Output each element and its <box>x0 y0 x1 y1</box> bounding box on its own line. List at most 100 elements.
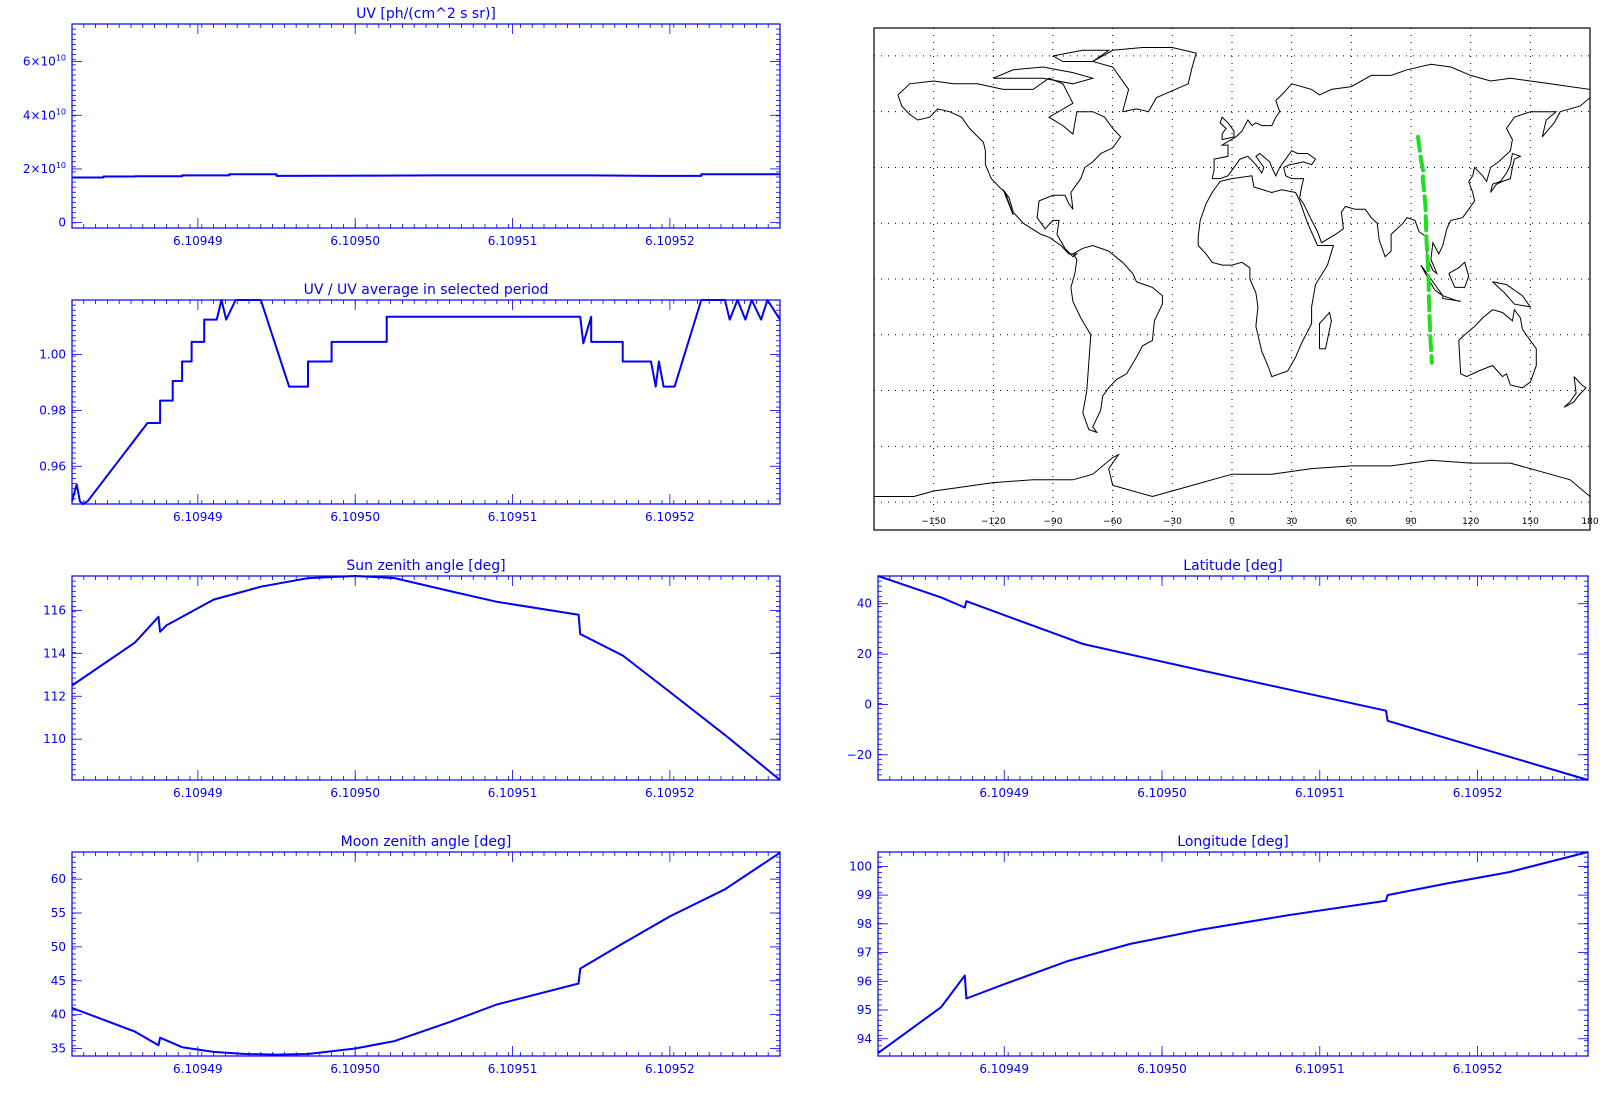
lat-xtick-label: 6.10951 <box>1295 786 1345 800</box>
map-lon-label: 60 <box>1346 517 1358 527</box>
uv_ratio-panel: UV / UV average in selected period 6.1094… <box>39 282 781 524</box>
lon-xtick-label: 6.10949 <box>979 1062 1029 1076</box>
map-lon-label: −90 <box>1044 517 1063 527</box>
map-coastline <box>1492 281 1532 308</box>
lon-frame <box>877 851 1589 1057</box>
mza-xtick-label: 6.10952 <box>645 1062 695 1076</box>
uv_ratio-xtick-label: 6.10949 <box>173 510 223 524</box>
sza-xtick-label: 6.10949 <box>173 786 223 800</box>
uv-frame <box>71 23 781 229</box>
lat-ytick-label: −20 <box>847 748 872 762</box>
lon-ytick-label: 94 <box>857 1032 872 1046</box>
sza-series-line <box>71 575 781 781</box>
mza-ytick-label: 40 <box>51 1008 66 1022</box>
uv_ratio-xtick-label: 6.10950 <box>330 510 380 524</box>
map-coastline <box>1490 152 1522 193</box>
uv-xtick-label: 6.10950 <box>330 234 380 248</box>
mza-series-line <box>71 851 781 1056</box>
map-lon-label: −60 <box>1103 517 1122 527</box>
map-coastline <box>1458 308 1537 389</box>
map-lon-label: 0 <box>1229 517 1235 527</box>
mza-xtick-label: 6.10949 <box>173 1062 223 1076</box>
map-coastline <box>897 77 1122 258</box>
map-coastline <box>1442 295 1461 302</box>
mza-panel: Moon zenith angle [deg] 6.10949 6.10950 6.1… <box>51 834 781 1076</box>
sza-xtick-label: 6.10951 <box>488 786 538 800</box>
lat-title: Latitude [deg] <box>1183 558 1282 574</box>
sza-ytick-label: 112 <box>43 689 66 703</box>
lon-xtick-label: 6.10951 <box>1295 1062 1345 1076</box>
map-coastline <box>1052 49 1111 62</box>
lat-panel: Latitude [deg] 6.10949 6.10950 6.10951 6.109… <box>847 558 1589 800</box>
uv_ratio-series-line <box>71 299 781 505</box>
uv-ytick-label: 0 <box>58 216 66 230</box>
sza-xtick-label: 6.10952 <box>645 786 695 800</box>
lon-xtick-label: 6.10950 <box>1137 1062 1187 1076</box>
map-coastline <box>1211 63 1591 275</box>
map-lon-label: 150 <box>1522 517 1539 527</box>
lat-ytick-label: 40 <box>857 597 872 611</box>
mza-ytick-label: 60 <box>51 872 66 886</box>
lon-xtick-label: 6.10952 <box>1453 1062 1503 1076</box>
map-lon-label: −150 <box>921 517 946 527</box>
uv_ratio-title: UV / UV average in selected period <box>304 282 549 298</box>
map-coastline <box>1197 175 1335 378</box>
map-ground-track <box>1416 134 1434 365</box>
uv-ytick-label: 4×1010 <box>23 107 66 122</box>
lon-ytick-label: 98 <box>857 917 872 931</box>
uv_ratio-ytick-label: 1.00 <box>39 347 66 361</box>
map-lon-label: 90 <box>1405 517 1417 527</box>
map-coastline <box>1091 47 1197 113</box>
uv_ratio-xtick-label: 6.10951 <box>488 510 538 524</box>
map-coastline <box>1219 116 1235 141</box>
uv-title: UV [ph/(cm^2 s sr)] <box>356 6 496 22</box>
sza-ytick-label: 116 <box>43 603 66 617</box>
uv_ratio-frame <box>71 299 781 505</box>
uv_ratio-ytick-label: 0.98 <box>39 403 66 417</box>
lat-xtick-label: 6.10950 <box>1137 786 1187 800</box>
mza-xtick-label: 6.10951 <box>488 1062 538 1076</box>
sza-frame <box>71 575 781 781</box>
map-lon-label: −30 <box>1163 517 1182 527</box>
map-coastline <box>1070 244 1163 434</box>
lat-ytick-label: 20 <box>857 647 872 661</box>
sza-panel: Sun zenith angle [deg] 6.10949 6.10950 6.10… <box>43 558 781 800</box>
mza-title: Moon zenith angle [deg] <box>341 834 512 850</box>
lon-panel: Longitude [deg] 6.10949 6.10950 6.10951 6.10… <box>849 834 1589 1076</box>
uv_ratio-xtick-label: 6.10952 <box>645 510 695 524</box>
map-coastline <box>1319 311 1332 350</box>
uv-ytick-label: 6×1010 <box>23 54 66 69</box>
lon-ytick-label: 97 <box>857 946 872 960</box>
lat-series-line <box>877 575 1589 781</box>
mza-ytick-label: 35 <box>51 1042 66 1056</box>
map-coastline <box>1563 376 1587 408</box>
uv-xtick-label: 6.10952 <box>645 234 695 248</box>
map-lon-label: 120 <box>1462 517 1479 527</box>
map-lon-label: 180 <box>1581 517 1598 527</box>
lat-xtick-label: 6.10952 <box>1453 786 1503 800</box>
map-coastline <box>874 453 1591 498</box>
uv-xtick-label: 6.10951 <box>488 234 538 248</box>
lon-title: Longitude [deg] <box>1177 834 1288 850</box>
uv_ratio-ytick-label: 0.96 <box>39 459 66 473</box>
sza-xtick-label: 6.10950 <box>330 786 380 800</box>
uv-ytick-label: 2×1010 <box>23 161 66 176</box>
map-lon-label: 30 <box>1286 517 1298 527</box>
uv-panel: UV [ph/(cm^2 s sr)] 6.10949 6.10950 6.10951… <box>23 6 781 248</box>
sza-ytick-label: 110 <box>43 732 66 746</box>
mza-frame <box>71 851 781 1057</box>
lat-xtick-label: 6.10949 <box>979 786 1029 800</box>
mza-ytick-label: 55 <box>51 906 66 920</box>
map-coastline <box>1448 261 1470 288</box>
lon-ytick-label: 100 <box>849 859 872 873</box>
map-lon-label: −120 <box>981 517 1006 527</box>
map-coastline <box>993 66 1095 85</box>
sza-title: Sun zenith angle [deg] <box>346 558 505 574</box>
mza-ytick-label: 50 <box>51 940 66 954</box>
uv-xtick-label: 6.10949 <box>173 234 223 248</box>
lat-ytick-label: 0 <box>864 697 872 711</box>
mza-xtick-label: 6.10950 <box>330 1062 380 1076</box>
lon-ytick-label: 99 <box>857 888 872 902</box>
